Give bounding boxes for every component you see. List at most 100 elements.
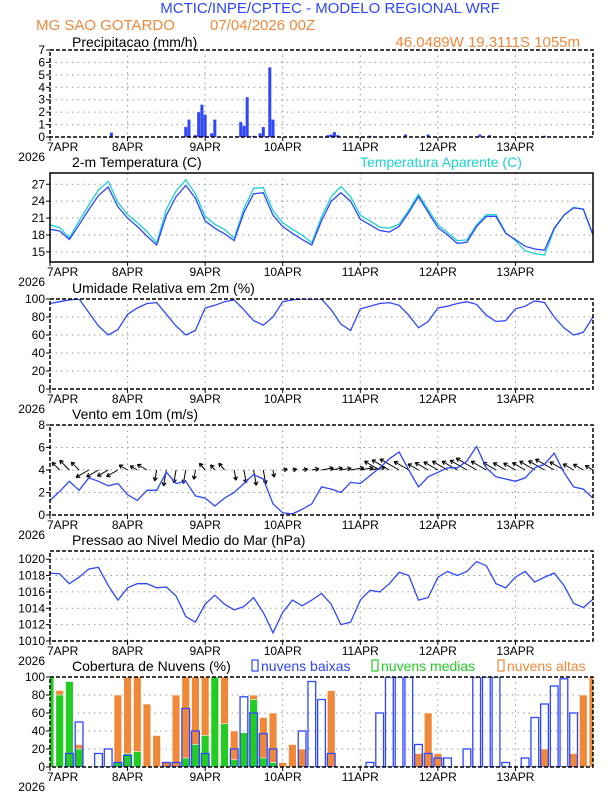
cloud-bar-nuvens-baixas [229, 748, 239, 767]
cloud-bar-nuvens-medias [210, 677, 220, 767]
wind-vector-head [161, 481, 165, 487]
precip-bar [245, 97, 249, 137]
cloud-bar-nuvens-altas [220, 677, 229, 767]
cloud-bar-nuvens-baixas [200, 752, 210, 767]
wind-vector-shaft [562, 463, 574, 471]
plot-area [50, 178, 593, 256]
panel-frame [49, 424, 594, 516]
series-line-temperatura [50, 184, 593, 251]
wind-vector [292, 467, 298, 473]
cloud-bar-nuvens-baixas [569, 712, 579, 767]
x-tick-label: 9APR [189, 518, 221, 532]
y-tick-label: 80 [32, 688, 46, 702]
wind-vector [492, 462, 506, 471]
y-tick-label: 1020 [18, 552, 45, 566]
cloud-bar-nuvens-baixas [559, 678, 569, 767]
y-tick-label: 80 [32, 310, 46, 324]
x-tick-label: 8APR [112, 770, 144, 784]
cloud-bar-nuvens-baixas [326, 752, 336, 767]
cloud-bar-nuvens-baixas [268, 748, 278, 767]
cloud-bar-nuvens-altas [588, 677, 593, 767]
wind-vector [572, 463, 584, 471]
series-line-velocidade [50, 445, 593, 515]
wind-vector [455, 457, 477, 471]
y-tick-label: 1010 [18, 634, 45, 648]
y-tick-label: 100 [25, 670, 45, 684]
wind-vector-shaft [50, 469, 51, 470]
y-tick-label: 21 [32, 211, 46, 225]
precip-bar [193, 135, 197, 137]
precip-bar [271, 119, 275, 137]
y-tick-label: 1016 [18, 585, 45, 599]
x-tick-label: 7APR [47, 518, 79, 532]
wind-vector-shaft [86, 469, 99, 478]
y-tick-label: 6 [38, 441, 45, 455]
cloud-bar-nuvens-baixas [472, 677, 482, 767]
precip-bar [210, 133, 214, 137]
cloud-bar-nuvens-baixas [423, 752, 433, 767]
wind-vector-head [233, 476, 237, 481]
precip-bar [478, 134, 482, 137]
y-tick-label: 20 [32, 364, 46, 378]
wind-vector [423, 461, 439, 471]
wind-vector-head [271, 473, 275, 478]
x-tick-label: 13APR [496, 140, 534, 154]
cloud-bar-nuvens-baixas [539, 703, 550, 767]
x-tick-label: 11APR [342, 392, 379, 406]
wind-vector-shaft [243, 469, 247, 483]
wind-vector-shaft [512, 462, 526, 471]
wind-vector-head [71, 461, 76, 464]
wind-vector [562, 463, 574, 471]
wind-vector-head [210, 464, 215, 467]
wind-vector [414, 461, 429, 471]
panel-frame [49, 298, 594, 390]
wind-vector-head [293, 468, 298, 473]
header-run: 07/04/2026 00Z [210, 17, 315, 34]
cloud-bar-nuvens-medias [230, 759, 239, 767]
wind-vector-shaft [585, 465, 593, 471]
y-tick-label: 7 [38, 43, 45, 57]
panel-title: 2-m Temperatura (C) [72, 154, 202, 170]
y-tick-label: 4 [38, 463, 45, 477]
wind-vector [59, 459, 70, 471]
wind-vector-head [338, 467, 343, 472]
x-tick-label: 9APR [189, 140, 221, 154]
y-tick-label: 0 [38, 130, 45, 144]
panel-frame [49, 172, 594, 263]
cloud-bar-nuvens-altas [152, 735, 161, 767]
cloud-bar-nuvens-altas [423, 712, 433, 767]
x-tick-label: 12APR [419, 265, 457, 279]
cloud-bar-nuvens-baixas [171, 761, 181, 767]
cloud-bar-nuvens-baixas [491, 677, 501, 767]
y-tick-label: 6 [38, 55, 45, 69]
wind-vector [198, 462, 206, 471]
x-tick-label: 9APR [189, 265, 221, 279]
cloud-bar-nuvens-altas [288, 744, 297, 767]
wind-vector [75, 469, 90, 478]
panel-title: Precipitacao (mm/h) [72, 34, 197, 50]
cloud-bar-nuvens-altas [278, 762, 287, 767]
wind-vector [503, 462, 516, 471]
cloud-bar-nuvens-altas [268, 712, 278, 767]
panel-3: 0 20 40 60 80 100 7APR 8APR 9APR 10APR 11APR 12APR 1… [18, 280, 594, 416]
y-tick-label: 2 [38, 105, 45, 119]
cloud-bar-nuvens-baixas [64, 752, 74, 767]
y-tick-label: 0 [38, 382, 45, 396]
plot-area [109, 67, 547, 137]
wind-vector [106, 469, 119, 478]
wind-vector [331, 466, 343, 472]
cloud-bar-nuvens-altas [133, 677, 142, 767]
cloud-bar-nuvens-medias [239, 732, 249, 767]
x-tick-label: 11APR [342, 265, 379, 279]
wind-vector-shaft [528, 460, 545, 471]
x-tick-label: 10APR [264, 265, 302, 279]
cloud-bar-nuvens-baixas [433, 757, 443, 767]
plot-area [50, 677, 593, 767]
cloud-bar-nuvens-altas [297, 748, 307, 767]
wind-vector-shaft [371, 459, 390, 471]
legend-label: nuvens medias [381, 658, 475, 674]
wind-vector [96, 469, 109, 477]
x-tick-label: 8APR [112, 392, 144, 406]
legend-swatch [497, 659, 505, 672]
panel-5: 1010 1012 1014 1016 1018 1020 7APR 8APR 9APR 10AP… [18, 532, 594, 668]
